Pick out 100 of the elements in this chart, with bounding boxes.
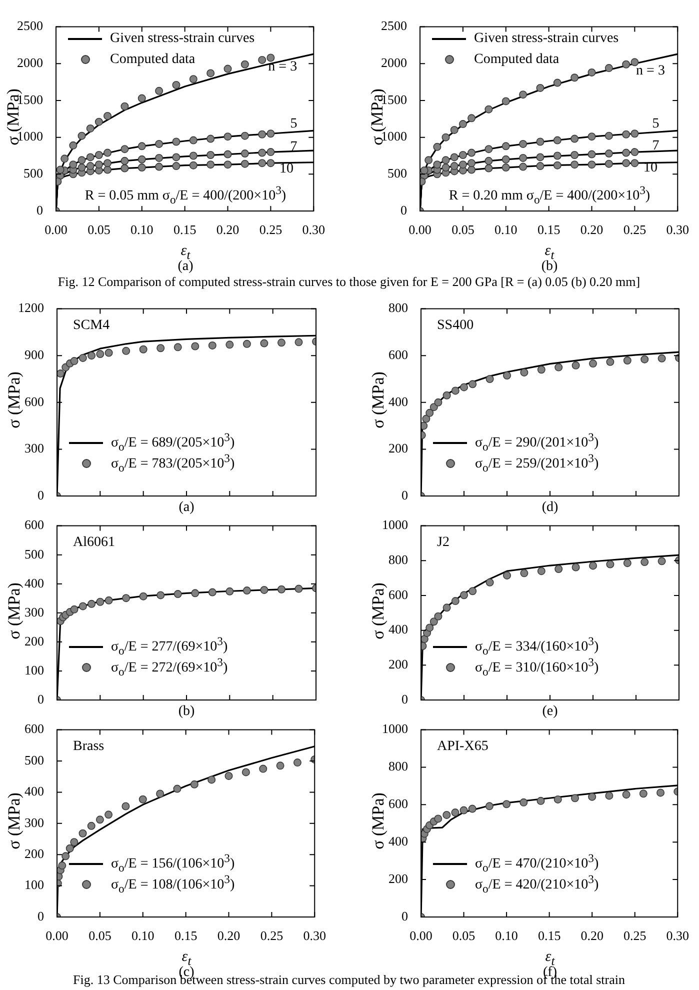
annotation: n = 3 [268, 60, 298, 76]
legend-label: σ$_{o}$/E = 108/(106×10$^{3}$) [111, 873, 235, 896]
y-tick-label: 300 [24, 814, 44, 830]
y-tick-label: 0 [402, 487, 408, 502]
y-tick-label: 800 [388, 300, 408, 316]
legend-label: Given stress-strain curves [474, 30, 619, 46]
y-tick-label: 1200 [18, 300, 44, 316]
y-tick-label: 1000 [382, 721, 408, 736]
legend-label: σ$_{o}$/E = 310/(160×10$^{3}$) [475, 656, 599, 679]
x-tick-label: 0.15 [538, 928, 561, 944]
y-tick-label: 400 [388, 834, 408, 849]
annotation: J2 [437, 535, 450, 550]
y-tick-label: 0 [402, 691, 408, 706]
y-axis-title: σ (MPa) [4, 372, 24, 428]
y-tick-label: 200 [24, 633, 44, 648]
y-tick-label: 2000 [381, 55, 407, 70]
annotation: Brass [73, 739, 104, 754]
y-axis-title: σ (MPa) [368, 792, 388, 850]
x-tick-label: 0.10 [494, 222, 518, 238]
y-axis-title: σ (MPa) [368, 372, 388, 428]
y-tick-label: 2500 [17, 18, 43, 34]
y-tick-label: 0 [38, 908, 44, 924]
y-tick-label: 800 [388, 552, 408, 568]
y-tick-label: 1000 [382, 517, 408, 532]
y-axis-title: σ (MPa) [368, 582, 388, 639]
x-tick-label: 0.30 [302, 222, 325, 238]
legend-label: σ$_{o}$/E = 420/(210×10$^{3}$) [475, 873, 599, 896]
legend-label: σ$_{o}$/E = 259/(201×10$^{3}$) [475, 452, 599, 475]
y-tick-label: 500 [24, 752, 44, 768]
annotation: 5 [290, 116, 298, 132]
x-tick-label: 0.25 [623, 928, 646, 944]
y-tick-label: 600 [388, 347, 408, 362]
x-tick-label: 0.05 [88, 928, 112, 944]
annotation: API-X65 [437, 739, 488, 754]
y-tick-label: 0 [38, 487, 44, 502]
annotation: 7 [652, 138, 660, 154]
annotation: 10 [280, 162, 294, 178]
y-tick-label: 200 [388, 870, 408, 886]
annotation: Al6061 [73, 535, 115, 550]
text: (a) [178, 500, 194, 516]
y-tick-label: 2000 [17, 55, 43, 70]
y-tick-label: 100 [24, 877, 44, 892]
y-tick-label: 0 [36, 202, 43, 218]
x-tick-label: 0.10 [495, 928, 518, 944]
y-tick-label: 400 [388, 394, 408, 409]
x-tick-label: 0.05 [452, 222, 474, 238]
x-tick-label: 0.20 [580, 928, 604, 944]
y-tick-label: 200 [388, 656, 408, 672]
legend-label: σ$_{o}$/E = 277/(69×10$^{3}$) [111, 635, 228, 658]
x-tick-label: 0.25 [259, 222, 282, 238]
legend-label: σ$_{o}$/E = 334/(160×10$^{3}$) [475, 635, 599, 658]
y-tick-label: 0 [402, 908, 408, 924]
annotation: 5 [652, 116, 660, 132]
legend-label: σ$_{o}$/E = 272/(69×10$^{3}$) [111, 656, 228, 679]
annotation: SCM4 [73, 318, 110, 334]
y-tick-label: 600 [388, 586, 408, 602]
annotation: R = 0.20 mm σ$_{o}$/E = 400/(200×10$^{3}$) [448, 184, 650, 208]
y-tick-label: 900 [24, 347, 44, 362]
legend-label: Computed data [110, 52, 196, 68]
caption: Fig. 12 Comparison of computed stress-strain curves to those given for E = 200 GPa [R = (a) 0.05 (b) 0.20 mm] [58, 274, 640, 290]
y-tick-label: 500 [388, 166, 407, 181]
x-tick-label: 0.30 [303, 928, 326, 944]
y-tick-label: 600 [388, 796, 408, 812]
y-tick-label: 400 [24, 784, 44, 799]
y-tick-label: 200 [388, 440, 408, 456]
y-tick-label: 2500 [381, 18, 407, 34]
annotation: SS400 [437, 318, 474, 334]
x-tick-label: 0.15 [173, 222, 196, 238]
y-tick-label: 600 [24, 394, 44, 409]
y-tick-label: 500 [24, 166, 43, 181]
annotation: R = 0.05 mm σ$_{o}$/E = 400/(200×10$^{3}$) [84, 184, 286, 208]
y-tick-label: 300 [24, 604, 44, 620]
x-tick-label: 0.15 [174, 928, 198, 944]
x-tick-label: 0.20 [217, 928, 240, 944]
text: (e) [542, 704, 558, 720]
text: (d) [542, 500, 558, 516]
x-tick-label: 0.00 [46, 928, 68, 944]
x-tick-label: 0.30 [666, 222, 689, 238]
y-tick-label: 200 [24, 846, 44, 862]
text: (a) [178, 259, 194, 274]
annotation: n = 3 [636, 63, 665, 79]
x-tick-label: 0.10 [132, 928, 154, 944]
x-tick-label: 0.00 [410, 928, 432, 944]
legend-label: σ$_{o}$/E = 783/(205×10$^{3}$) [111, 452, 235, 475]
x-tick-label: 0.25 [623, 222, 646, 238]
x-tick-label: 0.05 [452, 928, 476, 944]
x-tick-label: 0.10 [130, 222, 154, 238]
legend-label: σ$_{o}$/E = 470/(210×10$^{3}$) [475, 852, 599, 875]
x-tick-label: 0.25 [260, 928, 284, 944]
y-tick-label: 400 [24, 575, 44, 590]
x-tick-label: 0.20 [580, 222, 604, 238]
legend-label: σ$_{o}$/E = 290/(201×10$^{3}$) [475, 431, 599, 454]
x-tick-label: 0.00 [408, 222, 432, 238]
y-axis-title: σ (MPa) [4, 792, 24, 850]
legend-label: σ$_{o}$/E = 689/(205×10$^{3}$) [111, 431, 235, 454]
x-tick-label: 0.00 [44, 222, 68, 238]
legend-label: σ$_{o}$/E = 156/(106×10$^{3}$) [111, 852, 235, 875]
y-tick-label: 800 [388, 758, 408, 774]
x-tick-label: 0.30 [666, 928, 689, 944]
y-axis-title: σ (MPa) [4, 582, 24, 639]
